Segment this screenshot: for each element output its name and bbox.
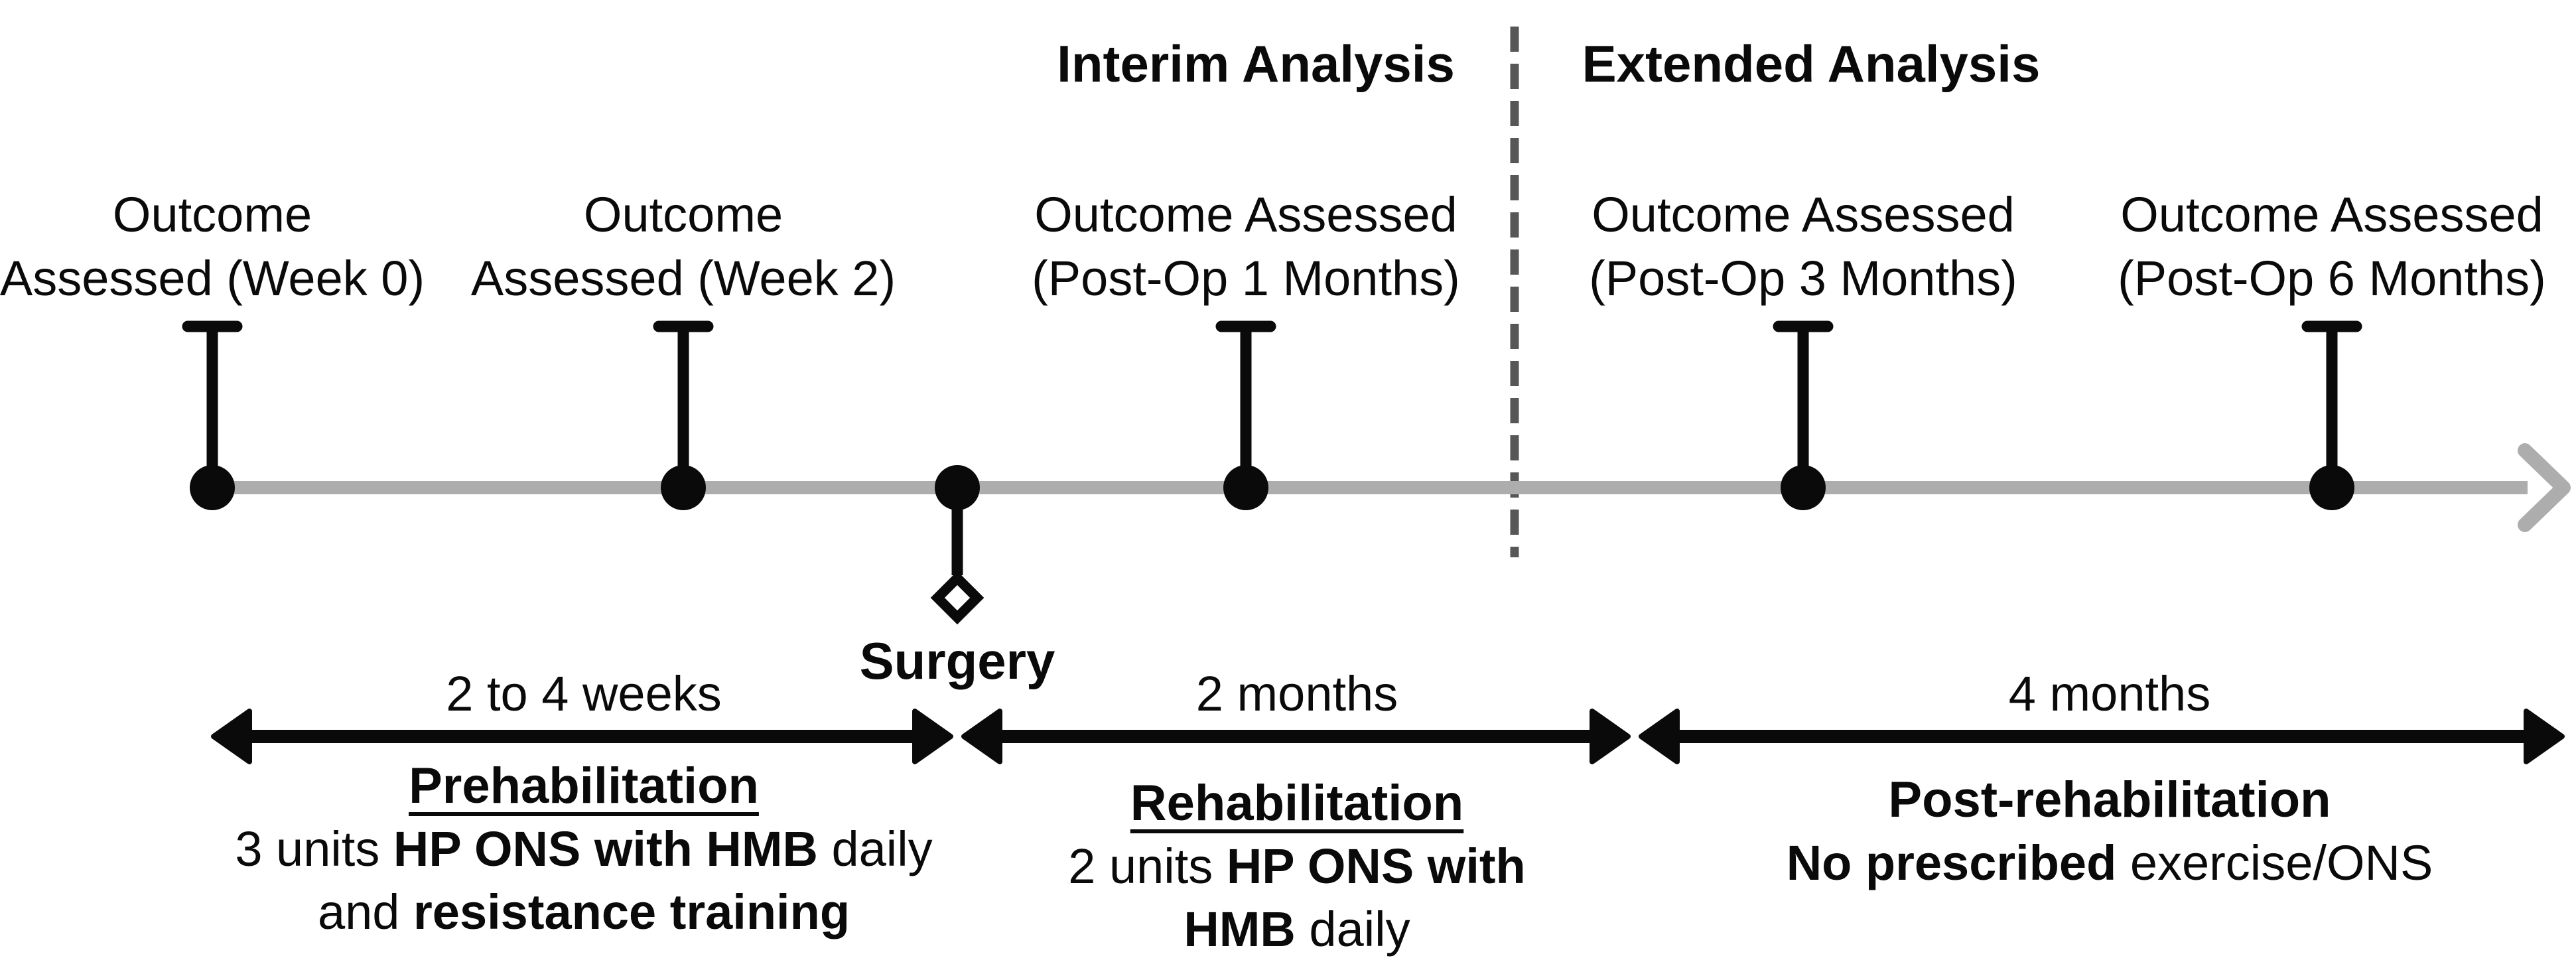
phase-title-text: Rehabilitation xyxy=(1130,775,1464,831)
assessment-label-line: (Post-Op 3 Months) xyxy=(1589,251,2017,306)
timeline-arrowhead-icon xyxy=(2518,443,2571,532)
phase-description-segment: 2 units xyxy=(1068,839,1227,894)
phase-description-segment: HP ONS with xyxy=(1226,839,1526,894)
phase-title: Prehabilitation xyxy=(235,754,932,817)
surgery-diamond-icon xyxy=(930,571,984,625)
assessment-timepoint-dot xyxy=(661,465,706,510)
assessment-label-line: Outcome Assessed xyxy=(2120,187,2543,242)
phase-description-block: Rehabilitation 2 units HP ONS with HMB dai… xyxy=(1068,772,1526,961)
phase-arrowhead-left-icon xyxy=(211,709,252,764)
assessment-label-line: Outcome Assessed xyxy=(1034,187,1457,242)
assessment-label-line: Outcome Assessed xyxy=(1592,187,2015,242)
surgery-label: Surgery xyxy=(859,632,1055,690)
analysis-section-title: Extended Analysis xyxy=(1582,35,2041,93)
assessment-label: Outcome Assessed (Week 2) xyxy=(471,183,896,311)
phase-description-line: 3 units HP ONS with HMB daily xyxy=(235,817,932,880)
phase-description-segment: resistance training xyxy=(413,884,850,939)
assessment-label-line: (Post-Op 6 Months) xyxy=(2118,251,2546,306)
phase-description-segment: daily xyxy=(1295,902,1410,957)
phase-description-line: and resistance training xyxy=(235,880,932,943)
phase-description-block: Prehabilitation 3 units HP ONS with HMB d… xyxy=(235,754,932,943)
assessment-timepoint-dot xyxy=(190,465,235,510)
phase-description-segment: HP ONS with HMB xyxy=(393,821,818,876)
surgery-timepoint-dot xyxy=(935,465,980,510)
assessment-label: Outcome Assessed (Week 0) xyxy=(0,183,425,311)
phase-description-segment: and xyxy=(317,884,413,939)
phase-description-segment: exercise/ONS xyxy=(2116,835,2433,890)
assessment-label-line: Outcome xyxy=(112,187,312,242)
phase-title: Post-rehabilitation xyxy=(1787,768,2433,831)
phase-description-segment: HMB xyxy=(1184,902,1296,957)
assessment-timepoint-dot xyxy=(1223,465,1268,510)
assessment-label-line: Assessed (Week 0) xyxy=(0,251,425,306)
phase-description-line: HMB daily xyxy=(1068,898,1526,961)
phase-description-segment: 3 units xyxy=(235,821,393,876)
phase-arrowhead-right-icon xyxy=(912,709,953,764)
assessment-label: Outcome Assessed (Post-Op 3 Months) xyxy=(1589,183,2017,311)
analysis-section-title: Interim Analysis xyxy=(1057,35,1455,93)
phase-description-block: Post-rehabilitation No prescribed exercis… xyxy=(1787,768,2433,894)
assessment-label: Outcome Assessed (Post-Op 6 Months) xyxy=(2118,183,2546,311)
phase-arrowhead-left-icon xyxy=(1639,709,1680,764)
phase-title-text: Post-rehabilitation xyxy=(1888,772,2331,828)
phase-description-line: 2 units HP ONS with xyxy=(1068,835,1526,898)
phase-description-line: No prescribed exercise/ONS xyxy=(1787,831,2433,894)
phase-arrowhead-right-icon xyxy=(1590,709,1631,764)
phase-duration-label: 2 months xyxy=(1195,666,1398,721)
assessment-timepoint-dot xyxy=(1781,465,1826,510)
phase-description-segment: No prescribed xyxy=(1786,835,2117,890)
assessment-label-line: Assessed (Week 2) xyxy=(470,251,896,306)
assessment-timepoint-dot xyxy=(2309,465,2354,510)
assessment-label: Outcome Assessed (Post-Op 1 Months) xyxy=(1032,183,1460,311)
phase-title: Rehabilitation xyxy=(1068,772,1526,835)
phase-duration-label: 2 to 4 weeks xyxy=(446,666,722,721)
phase-duration-label: 4 months xyxy=(2008,666,2211,721)
assessment-label-line: Outcome xyxy=(583,187,783,242)
phase-title-text: Prehabilitation xyxy=(409,758,759,814)
phase-arrowhead-left-icon xyxy=(961,709,1002,764)
assessment-label-line: (Post-Op 1 Months) xyxy=(1032,251,1460,306)
phase-arrowhead-right-icon xyxy=(2524,709,2565,764)
phase-description-segment: daily xyxy=(817,821,933,876)
